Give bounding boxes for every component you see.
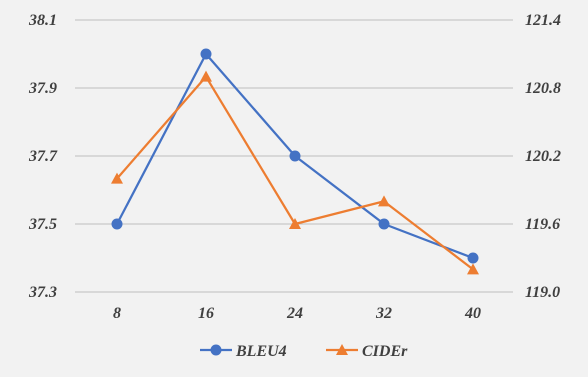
x-tick-label: 24 <box>286 305 303 322</box>
data-point-cider <box>200 70 212 82</box>
x-tick-label: 8 <box>113 305 121 322</box>
series <box>111 48 479 275</box>
data-point-cider <box>111 172 123 184</box>
x-tick-label: 32 <box>375 305 392 322</box>
data-point-bleu4 <box>111 218 123 230</box>
left-y-tick-label: 37.7 <box>28 148 58 165</box>
data-point-bleu4 <box>378 218 390 230</box>
legend-marker <box>210 344 222 356</box>
right-y-tick-label: 120.8 <box>525 80 561 97</box>
right-y-tick-label: 121.4 <box>525 12 561 29</box>
data-point-cider <box>378 195 390 207</box>
right-y-tick-label: 119.0 <box>525 284 560 301</box>
data-point-bleu4 <box>200 48 212 60</box>
x-tick-label: 40 <box>464 305 481 322</box>
right-y-axis-ticks: 119.0 119.6 120.2 120.8 121.4 <box>525 12 561 301</box>
left-y-tick-label: 37.5 <box>28 216 57 233</box>
right-y-tick-label: 120.2 <box>525 148 561 165</box>
data-point-cider <box>289 218 301 229</box>
legend-marker <box>336 344 348 355</box>
left-y-tick-label: 38.1 <box>28 12 57 29</box>
legend-item-bleu4: BLEU4 <box>200 343 287 360</box>
series-line-cider <box>116 75 474 271</box>
data-point-bleu4 <box>467 252 479 264</box>
legend-label: CIDEr <box>362 343 408 360</box>
legend-label: BLEU4 <box>235 343 287 360</box>
data-point-cider <box>467 263 479 275</box>
x-tick-label: 16 <box>198 305 214 322</box>
left-y-tick-label: 37.9 <box>28 80 57 97</box>
x-axis-ticks: 8 16 24 32 40 <box>113 305 481 322</box>
left-y-tick-label: 37.3 <box>28 284 57 301</box>
legend: BLEU4 CIDEr <box>200 343 408 360</box>
right-y-tick-label: 119.6 <box>525 216 560 233</box>
left-y-axis-ticks: 37.3 37.5 37.7 37.9 38.1 <box>28 12 58 301</box>
data-point-bleu4 <box>289 150 301 162</box>
legend-item-cider: CIDEr <box>326 343 408 360</box>
